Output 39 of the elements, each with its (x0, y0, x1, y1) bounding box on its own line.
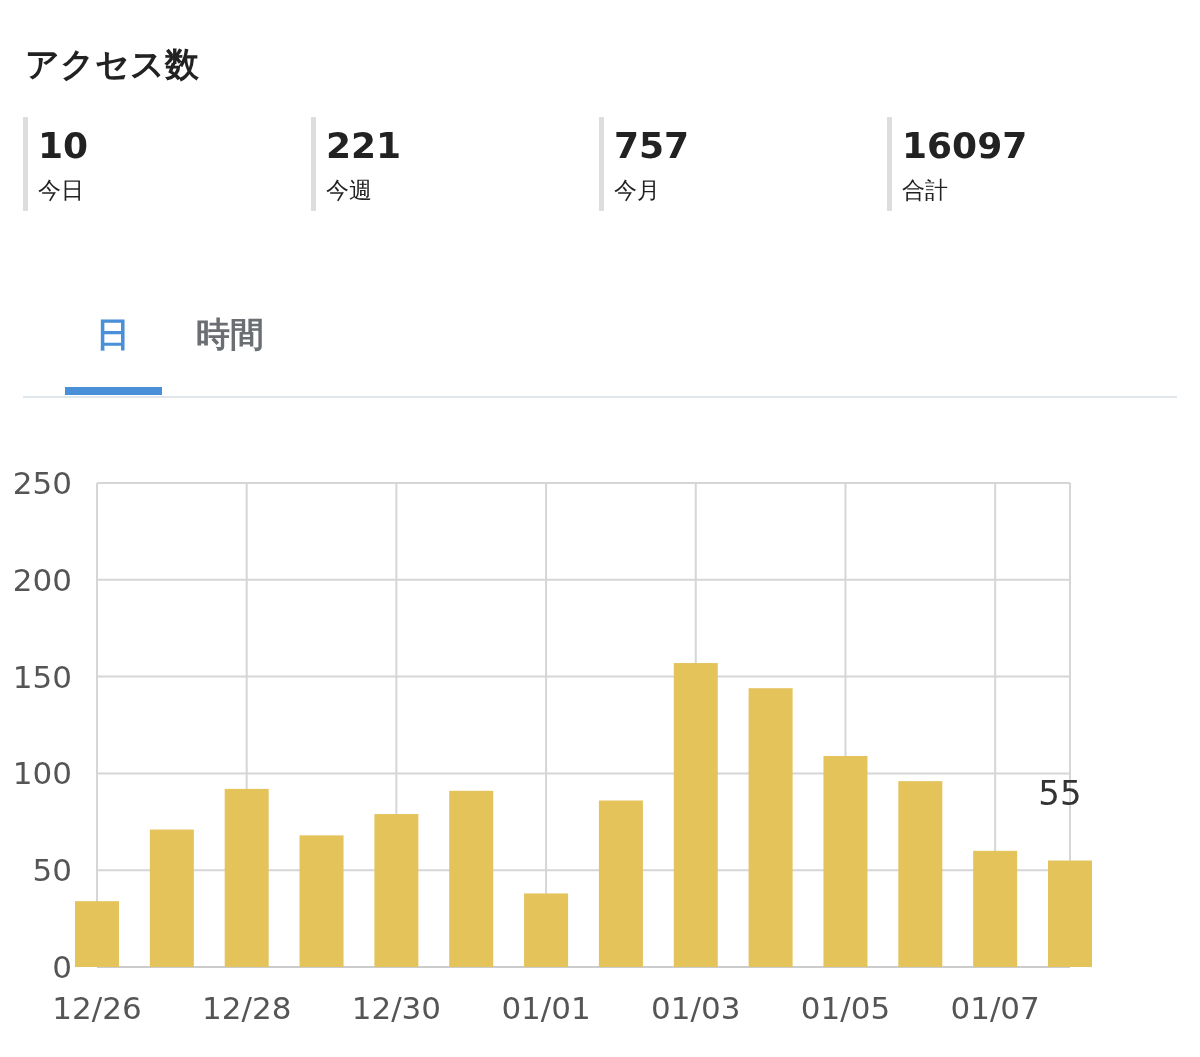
x-tick-label: 12/30 (351, 990, 442, 1026)
x-tick-label: 01/03 (651, 990, 741, 1026)
y-tick-label: 50 (32, 852, 72, 889)
x-tick-label: 12/26 (52, 990, 142, 1026)
bar (149, 829, 194, 967)
data-label: 55 (1038, 772, 1082, 813)
bar (598, 800, 643, 967)
bar (524, 893, 569, 967)
bar (374, 814, 419, 967)
x-tick-label: 01/01 (501, 990, 591, 1026)
y-tick-label: 150 (12, 658, 72, 695)
bar (673, 663, 718, 967)
text: 時間 (196, 314, 264, 354)
bar (823, 755, 868, 967)
bar (898, 781, 943, 967)
bar (748, 688, 793, 967)
y-tick-label: 250 (12, 465, 72, 501)
bar (973, 850, 1018, 967)
bar (1048, 860, 1092, 967)
x-tick-label: 01/05 (800, 990, 891, 1026)
text: 日 (96, 314, 130, 354)
text: 今月 (614, 177, 660, 203)
y-tick-label: 0 (52, 949, 72, 985)
text: アクセス数 (25, 44, 200, 84)
bar (449, 790, 494, 967)
bar (224, 788, 269, 967)
y-tick-label: 100 (12, 755, 72, 792)
x-tick-label: 01/07 (950, 990, 1040, 1026)
x-tick-label: 12/28 (202, 990, 292, 1026)
bar (75, 901, 119, 967)
y-tick-label: 200 (12, 561, 72, 598)
text: 合計 (902, 177, 948, 203)
text: 221 (326, 125, 402, 166)
text: 10 (38, 125, 89, 166)
text: 今日 (38, 177, 84, 203)
bar (299, 835, 344, 967)
text: 757 (614, 125, 690, 166)
text: 今週 (326, 177, 372, 203)
text: 16097 (902, 125, 1028, 166)
